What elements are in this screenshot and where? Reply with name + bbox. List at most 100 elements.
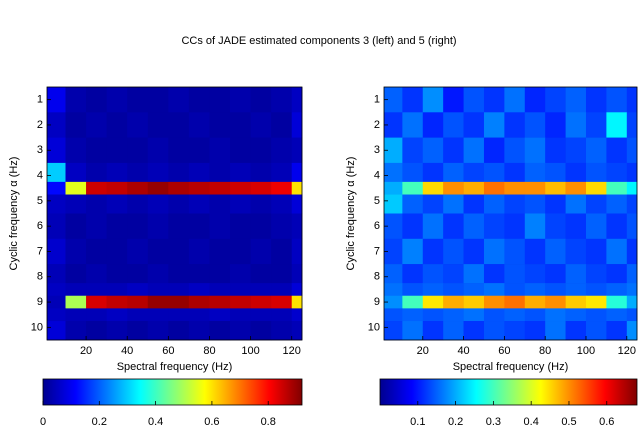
heat-cell bbox=[86, 213, 107, 240]
heat-cell bbox=[606, 264, 628, 284]
heat-cell bbox=[188, 194, 210, 214]
heat-cell bbox=[271, 295, 293, 309]
heat-cell bbox=[230, 112, 251, 138]
heat-cell bbox=[626, 137, 638, 164]
colorbar bbox=[379, 378, 638, 406]
heat-cell bbox=[402, 87, 424, 113]
heat-cell bbox=[250, 295, 272, 309]
heat-cell bbox=[626, 162, 638, 183]
heat-cell bbox=[47, 87, 66, 113]
heat-cell bbox=[47, 308, 66, 322]
heat-cell bbox=[127, 308, 149, 322]
heat-cell bbox=[585, 87, 607, 113]
heat-cell bbox=[606, 213, 628, 240]
figure-title: CCs of JADE estimated components 3 (left… bbox=[181, 35, 456, 47]
heat-cell bbox=[291, 283, 303, 297]
heat-cell bbox=[147, 283, 169, 297]
heat-cell bbox=[291, 308, 303, 322]
heat-cell bbox=[524, 264, 546, 284]
y-tick-label: 10 bbox=[31, 321, 43, 333]
heat-cell bbox=[384, 321, 403, 341]
heat-cell bbox=[106, 238, 128, 265]
heat-cell bbox=[524, 194, 546, 214]
heat-cell bbox=[47, 283, 66, 297]
y-tick-label: 1 bbox=[374, 94, 380, 106]
heat-cell bbox=[463, 213, 485, 240]
y-tick-label: 5 bbox=[37, 195, 43, 207]
heat-cell bbox=[565, 308, 587, 322]
heat-cell bbox=[483, 238, 505, 265]
heat-cell bbox=[402, 264, 424, 284]
heat-cell bbox=[127, 194, 149, 214]
colorbar-tick-label: 0.4 bbox=[524, 416, 539, 428]
heat-cell bbox=[188, 295, 210, 309]
colorbar-tick-label: 0.6 bbox=[599, 416, 614, 428]
heat-cell bbox=[106, 87, 128, 113]
heat-cell bbox=[291, 181, 303, 195]
heat-cell bbox=[168, 264, 190, 284]
heat-cell bbox=[606, 321, 628, 341]
heat-cell bbox=[585, 137, 607, 164]
heat-cell bbox=[106, 162, 128, 183]
heat-cell bbox=[230, 295, 251, 309]
heat-cell bbox=[443, 194, 464, 214]
y-tick-label: 9 bbox=[374, 296, 380, 308]
x-tick-label: 20 bbox=[417, 345, 429, 357]
heat-cell bbox=[168, 283, 190, 297]
heat-cell bbox=[291, 137, 303, 164]
heat-cell bbox=[585, 181, 607, 195]
heat-cell bbox=[127, 238, 149, 265]
x-tick-label: 40 bbox=[457, 345, 469, 357]
heat-cell bbox=[524, 295, 546, 309]
heat-cell bbox=[65, 295, 87, 309]
heat-cell bbox=[230, 321, 251, 341]
heat-cell bbox=[443, 112, 464, 138]
y-tick-label: 6 bbox=[37, 220, 43, 232]
y-tick-label: 5 bbox=[374, 195, 380, 207]
heat-cell bbox=[483, 194, 505, 214]
heat-cell bbox=[291, 321, 303, 341]
heat-cell bbox=[147, 162, 169, 183]
heat-cell bbox=[463, 283, 485, 297]
heat-cell bbox=[209, 162, 231, 183]
x-tick-label: 60 bbox=[162, 345, 174, 357]
heat-cell bbox=[504, 194, 526, 214]
heat-cell bbox=[384, 283, 403, 297]
heat-cell bbox=[291, 87, 303, 113]
heat-cell bbox=[271, 137, 293, 164]
heat-cell bbox=[504, 181, 526, 195]
heat-cell bbox=[106, 321, 128, 341]
heat-cell bbox=[106, 264, 128, 284]
colorbar-tick-label: 0.2 bbox=[92, 416, 107, 428]
heat-cell bbox=[147, 181, 169, 195]
heat-cell bbox=[565, 112, 587, 138]
heat-cell bbox=[545, 194, 566, 214]
heat-cell bbox=[606, 87, 628, 113]
heat-cell bbox=[168, 162, 190, 183]
heat-cell bbox=[524, 87, 546, 113]
heat-cell bbox=[606, 238, 628, 265]
heat-cell bbox=[504, 213, 526, 240]
heat-cell bbox=[291, 194, 303, 214]
heat-cell bbox=[606, 181, 628, 195]
heat-cell bbox=[250, 162, 272, 183]
heat-cell bbox=[463, 238, 485, 265]
heat-cell bbox=[626, 308, 638, 322]
heat-cell bbox=[147, 264, 169, 284]
heat-cell bbox=[443, 137, 464, 164]
heat-cell bbox=[504, 137, 526, 164]
heat-cell bbox=[209, 283, 231, 297]
heat-cell bbox=[188, 137, 210, 164]
heat-cell bbox=[47, 137, 66, 164]
heat-cell bbox=[127, 283, 149, 297]
heat-cell bbox=[585, 162, 607, 183]
heat-cell bbox=[422, 213, 444, 240]
heat-cell bbox=[127, 295, 149, 309]
heat-cell bbox=[443, 181, 464, 195]
heat-cell bbox=[291, 238, 303, 265]
heat-cell bbox=[168, 194, 190, 214]
heat-cell bbox=[147, 137, 169, 164]
heat-cell bbox=[585, 295, 607, 309]
heat-cell bbox=[443, 308, 464, 322]
heat-cell bbox=[565, 283, 587, 297]
